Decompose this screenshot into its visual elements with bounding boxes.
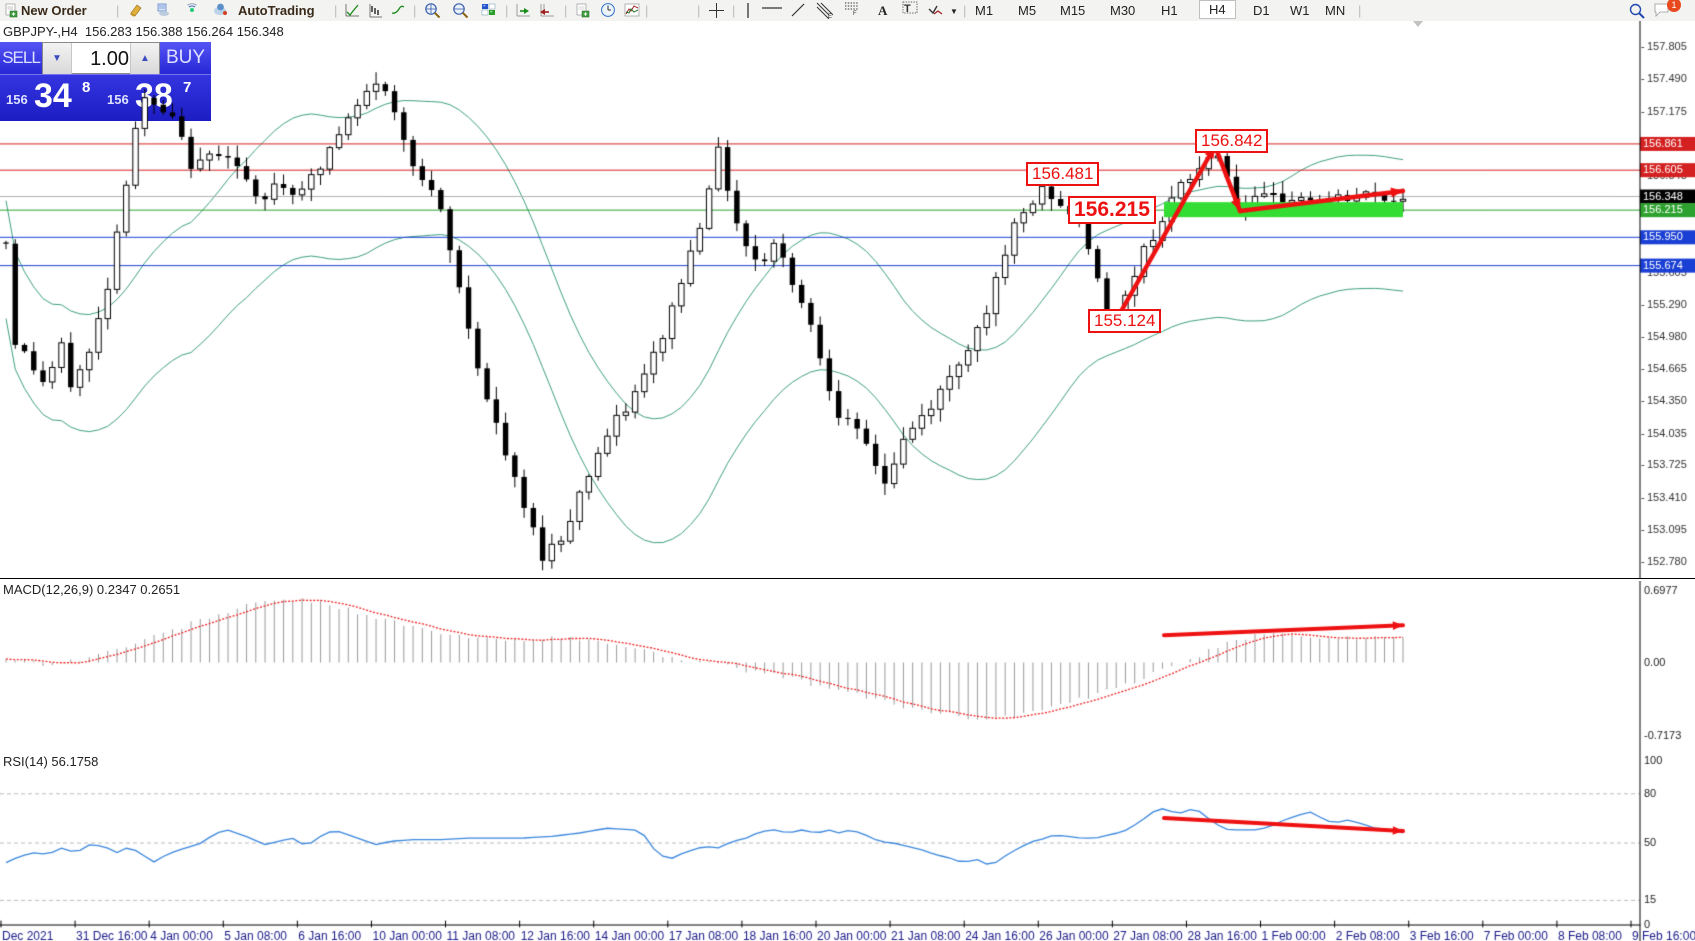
svg-text:E: E	[828, 14, 832, 19]
svg-text:F: F	[853, 11, 857, 16]
svg-text:T: T	[904, 3, 911, 15]
